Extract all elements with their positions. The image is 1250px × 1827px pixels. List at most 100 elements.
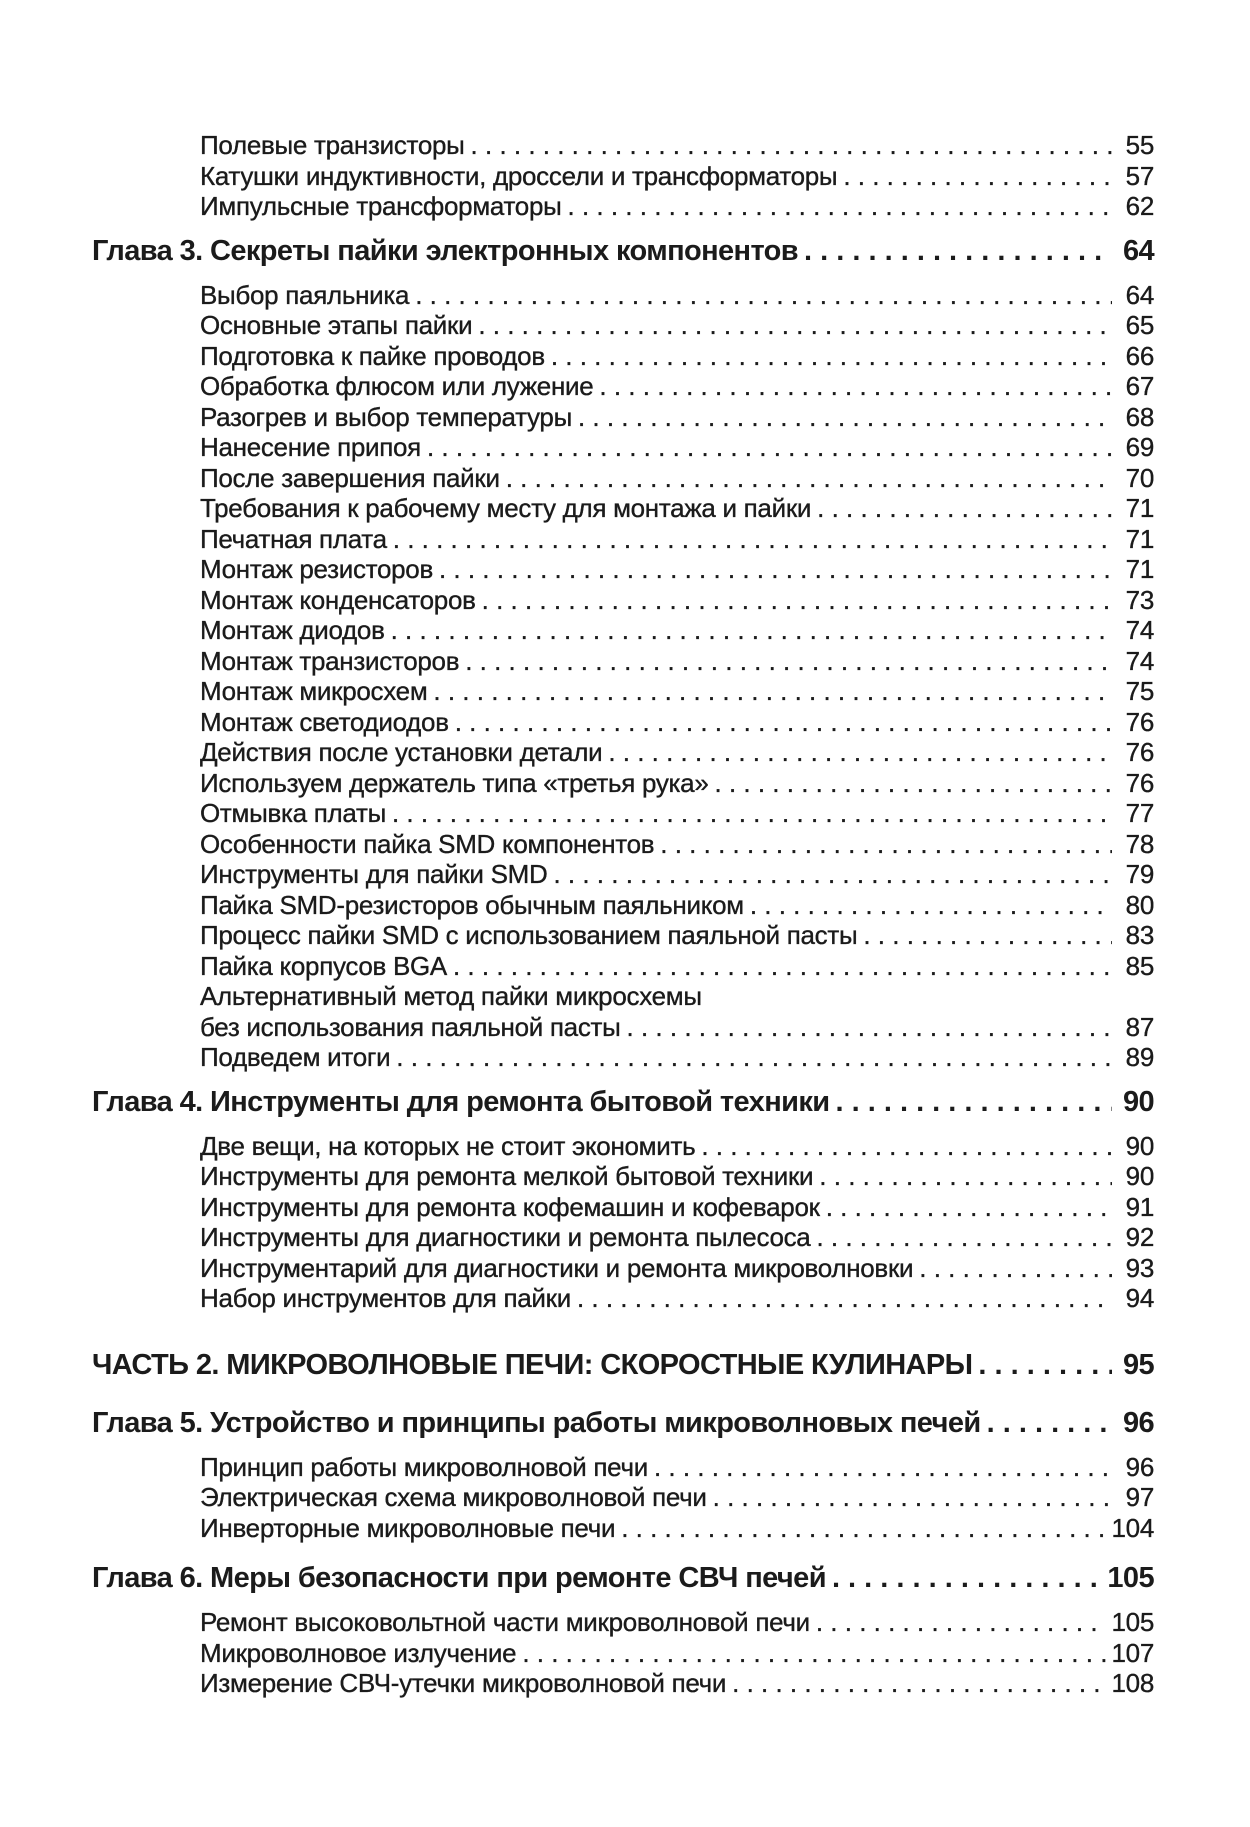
toc-page-number: 76	[1125, 737, 1154, 767]
toc-entry-title: Микроволновое излучение	[200, 1637, 517, 1668]
toc-entry-title: Полевые транзисторы	[200, 130, 465, 160]
toc-chapter: Глава 3. Секреты пайки электронных компо…	[92, 222, 1155, 280]
toc-entry: Печатная плата 71	[92, 523, 1155, 555]
dot-leader	[393, 524, 1112, 555]
toc-page-number: 79	[1125, 859, 1154, 889]
toc-page-number: 96	[1122, 1406, 1155, 1439]
dot-leader	[715, 768, 1112, 799]
toc-entry: Монтаж диодов 74	[92, 615, 1155, 646]
toc-entry: Монтаж конденсаторов 73	[92, 584, 1155, 616]
toc-page-number: 71	[1125, 554, 1154, 584]
toc-entry: После завершения пайки 70	[92, 462, 1155, 494]
toc-page-number: 85	[1125, 950, 1154, 981]
toc-page-number: 93	[1125, 1252, 1154, 1283]
toc-part: ЧАСТЬ 2. МИКРОВОЛНОВЫЕ ПЕЧИ: СКОРОСТНЫЕ …	[92, 1336, 1155, 1394]
toc-entry: Монтаж микросхем 75	[92, 676, 1155, 707]
toc-entry: Инструменты для пайки SMD 79	[92, 859, 1155, 890]
dot-leader	[482, 585, 1112, 616]
toc-entry: Пайка SMD-резисторов обычным паяльником 8…	[92, 889, 1155, 921]
toc-entry: Особенности пайка SMD компонентов 78	[92, 828, 1155, 860]
toc-entry: Требования к рабочему месту для монтажа …	[92, 493, 1155, 524]
toc-page-number: 69	[1125, 432, 1154, 462]
dot-leader	[701, 1131, 1112, 1162]
toc-entry-title: Монтаж резисторов	[200, 554, 434, 584]
toc-page-number: 68	[1125, 401, 1154, 432]
toc-entry: Инструменты для ремонта мелкой бытовой т…	[92, 1161, 1155, 1192]
toc-entry: Измерение СВЧ-утечки микроволновой печи 1…	[92, 1668, 1155, 1699]
toc-page-number: 95	[1122, 1348, 1155, 1381]
toc-entry-title: Две вещи, на которых не стоит экономить	[200, 1130, 696, 1161]
toc-page-number: 107	[1111, 1637, 1154, 1668]
toc-entry-title: Глава 3. Секреты пайки электронных компо…	[92, 234, 799, 267]
toc-entry: Монтаж резисторов 71	[92, 554, 1155, 585]
dot-leader	[919, 1253, 1112, 1284]
toc-page-number: 67	[1125, 371, 1154, 401]
toc-entry: Инструменты для диагностики и ремонта пы…	[92, 1222, 1155, 1253]
dot-leader	[816, 1607, 1106, 1638]
toc-entry: Основные этапы пайки 65	[92, 310, 1155, 341]
dot-leader	[863, 920, 1112, 951]
dot-leader	[478, 310, 1112, 341]
toc-entry-title: Монтаж транзисторов	[200, 645, 460, 676]
toc-page-number: 105	[1111, 1607, 1154, 1637]
toc-page-number: 90	[1122, 1085, 1155, 1118]
dot-leader	[577, 1283, 1112, 1314]
toc-entry-title: Глава 4. Инструменты для ремонта бытовой…	[92, 1085, 830, 1118]
dot-leader	[816, 1222, 1112, 1253]
toc-page-number: 70	[1125, 462, 1154, 493]
toc-entry-title: Инструменты для диагностики и ремонта пы…	[200, 1222, 811, 1252]
toc-entry-title: Процесс пайки SMD с использованием паяль…	[200, 920, 858, 950]
toc-entry-title: Печатная плата	[200, 523, 387, 554]
dot-leader	[578, 402, 1112, 433]
toc-entry: Процесс пайки SMD с использованием паяль…	[92, 920, 1155, 951]
toc-chapter: Глава 4. Инструменты для ремонта бытовой…	[92, 1073, 1155, 1131]
toc-page-number: 80	[1125, 889, 1154, 920]
toc-page-number: 92	[1125, 1222, 1154, 1252]
dot-leader	[713, 1482, 1112, 1513]
toc-entry-title: Набор инструментов для пайки	[200, 1283, 572, 1313]
toc-entry-title: Требования к рабочему месту для монтажа …	[200, 493, 812, 523]
toc-page-number: 66	[1125, 340, 1154, 371]
toc-entry: Ремонт высоковольтной части микроволново…	[92, 1607, 1155, 1638]
toc-entry-title: Инструментарий для диагностики и ремонта…	[200, 1252, 914, 1283]
dot-leader	[506, 463, 1112, 494]
toc-page-number: 62	[1125, 191, 1154, 221]
toc-entry: Инверторные микроволновые печи 104	[92, 1512, 1155, 1544]
dot-leader	[439, 554, 1112, 585]
toc-page-number: 108	[1111, 1668, 1154, 1698]
toc-entry-title: Глава 5. Устройство и принципы работы ми…	[92, 1406, 981, 1439]
toc-page-number: 77	[1125, 798, 1154, 828]
toc-entry-title: Монтаж светодиодов	[200, 706, 449, 737]
dot-leader	[568, 191, 1112, 222]
toc-entry: Электрическая схема микроволновой печи 97	[92, 1482, 1155, 1513]
toc-page-number: 78	[1125, 828, 1154, 859]
toc-page-number: 104	[1111, 1512, 1154, 1543]
toc-entry-title: без использования паяльной пасты	[200, 1011, 621, 1042]
toc-page-number: 90	[1125, 1130, 1154, 1161]
toc-entry: Набор инструментов для пайки 94	[92, 1283, 1155, 1314]
toc-page-number: 105	[1107, 1562, 1154, 1594]
dot-leader	[608, 737, 1112, 768]
toc-entry: Импульсные трансформаторы 62	[92, 191, 1155, 222]
dot-leader	[415, 280, 1112, 311]
toc-page-number: 87	[1125, 1011, 1154, 1042]
dot-leader	[819, 1161, 1112, 1192]
toc-entry-title: Инструменты для пайки SMD	[200, 859, 548, 889]
dot-leader	[396, 1042, 1112, 1073]
toc-entry: Отмывка платы 77	[92, 798, 1155, 829]
toc-entry: Две вещи, на которых не стоит экономить 9…	[92, 1130, 1155, 1162]
toc-page-number: 73	[1125, 584, 1154, 615]
dot-leader	[392, 798, 1112, 829]
dot-leader	[455, 707, 1112, 738]
toc-entry: Монтаж светодиодов 76	[92, 706, 1155, 738]
toc-chapter: Глава 6. Меры безопасности при ремонте С…	[92, 1549, 1155, 1607]
dot-leader	[471, 130, 1112, 161]
toc-entry-title: Пайка SMD-резисторов обычным паяльником	[200, 889, 744, 920]
toc-entry: Инструментарий для диагностики и ремонта…	[92, 1252, 1155, 1284]
dot-leader	[621, 1513, 1105, 1544]
toc-page-number: 71	[1125, 493, 1154, 523]
toc-entry-title: Особенности пайка SMD компонентов	[200, 828, 655, 859]
toc-page-number: 89	[1125, 1042, 1154, 1072]
toc-entry-title: ЧАСТЬ 2. МИКРОВОЛНОВЫЕ ПЕЧИ: СКОРОСТНЫЕ …	[92, 1348, 973, 1381]
toc-entry: Катушки индуктивности, дроссели и трансф…	[92, 160, 1155, 192]
